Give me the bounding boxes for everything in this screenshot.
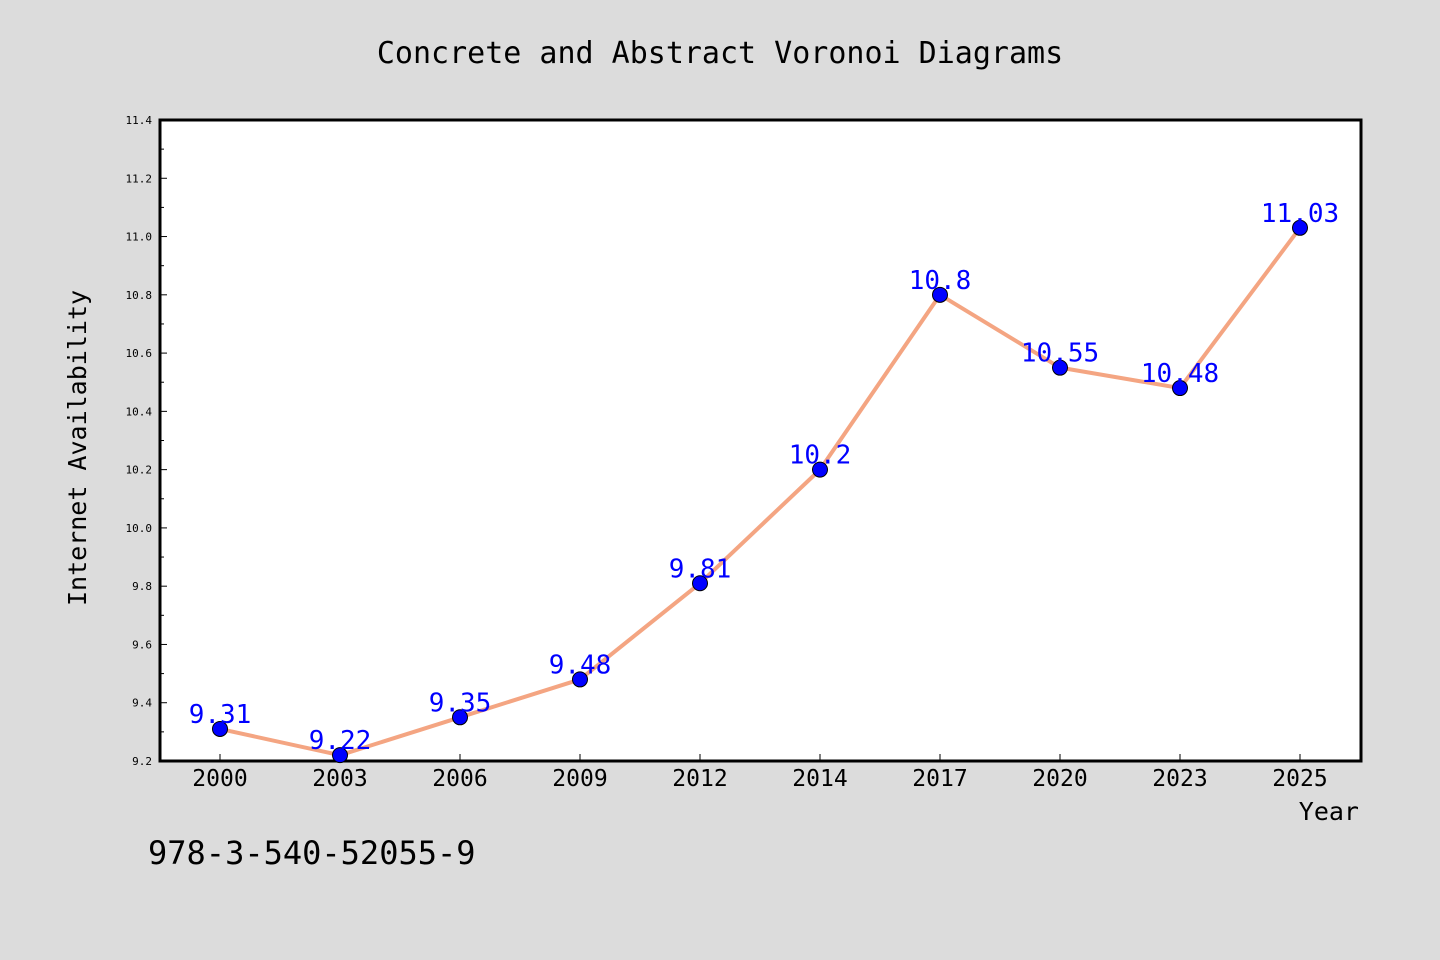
data-label: 9.81 bbox=[669, 554, 732, 584]
data-point bbox=[212, 720, 228, 737]
data-point bbox=[1052, 359, 1068, 376]
data-label: 9.48 bbox=[549, 650, 612, 680]
data-point bbox=[932, 286, 948, 303]
data-point bbox=[1292, 219, 1308, 236]
y-tick-label: 10.2 bbox=[126, 464, 153, 477]
x-tick-label: 2014 bbox=[792, 766, 847, 792]
y-tick-label: 11.2 bbox=[126, 172, 153, 185]
y-tick-label: 10.6 bbox=[126, 347, 153, 360]
y-tick-label: 10.4 bbox=[126, 405, 153, 418]
data-label: 10.2 bbox=[789, 441, 852, 471]
series-line bbox=[219, 226, 1302, 758]
x-tick-label: 2023 bbox=[1152, 766, 1207, 792]
y-tick-label: 10.8 bbox=[126, 289, 153, 302]
data-label: 10.55 bbox=[1021, 339, 1099, 369]
y-tick-label: 11.0 bbox=[126, 231, 153, 244]
data-point bbox=[812, 461, 828, 478]
x-tick-label: 2000 bbox=[192, 766, 247, 792]
y-axis: 9.2 9.4 9.6 9.8 10.0 10.2 10.4 10.6 10.8 11.0 11.2… bbox=[126, 114, 167, 768]
x-tick-label: 2025 bbox=[1272, 766, 1327, 792]
chart-title: Concrete and Abstract Voronoi Diagrams bbox=[377, 36, 1063, 71]
isbn-annotation: 978-3-540-52055-9 bbox=[148, 834, 476, 872]
y-tick-label: 11.4 bbox=[126, 114, 153, 127]
data-label: 9.31 bbox=[189, 700, 252, 730]
data-label: 10.48 bbox=[1141, 359, 1219, 389]
x-axis-label: Year bbox=[1299, 797, 1359, 826]
y-tick-label: 9.2 bbox=[132, 755, 152, 768]
x-tick-label: 2009 bbox=[552, 766, 607, 792]
y-tick-label: 9.4 bbox=[132, 697, 152, 710]
data-point bbox=[692, 575, 708, 592]
data-label: 10.8 bbox=[909, 266, 972, 296]
y-axis-label: Internet Availability bbox=[63, 290, 92, 606]
data-point bbox=[332, 747, 348, 764]
data-label: 9.35 bbox=[429, 688, 492, 718]
data-point bbox=[1172, 380, 1188, 397]
x-tick-label: 2006 bbox=[432, 766, 487, 792]
x-tick-label: 2003 bbox=[312, 766, 367, 792]
x-tick-label: 2012 bbox=[672, 766, 727, 792]
x-axis: 2000 2003 2006 2009 2012 2014 2017 2020 2023 2025 bbox=[192, 754, 1328, 792]
plot-area bbox=[158, 118, 1363, 763]
series-group: 9.31 9.22 9.35 9.48 9.81 10.2 10.8 10.55 10.48 11… bbox=[189, 199, 1339, 764]
y-tick-label: 10.0 bbox=[126, 522, 153, 535]
x-tick-label: 2020 bbox=[1032, 766, 1087, 792]
x-tick-label: 2017 bbox=[912, 766, 967, 792]
data-label: 9.22 bbox=[309, 726, 372, 756]
data-point bbox=[572, 671, 588, 688]
data-label: 11.03 bbox=[1261, 199, 1339, 229]
data-point bbox=[452, 709, 468, 726]
y-tick-label: 9.8 bbox=[132, 580, 152, 593]
y-tick-label: 9.6 bbox=[132, 638, 152, 651]
